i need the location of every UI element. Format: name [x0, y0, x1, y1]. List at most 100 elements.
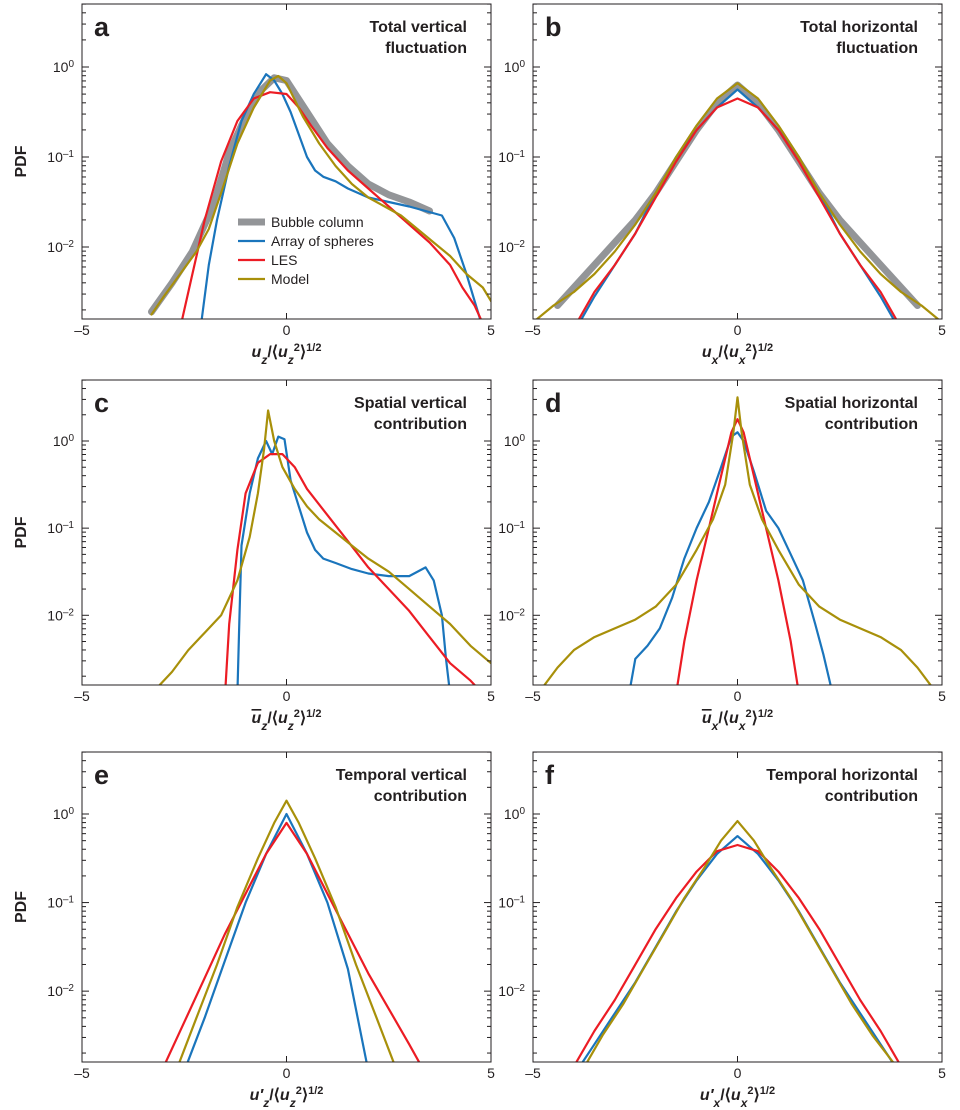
x-tick-label: 0 [734, 1065, 742, 1081]
y-tick-label: 10–2 [47, 983, 74, 1000]
label-part: u [702, 344, 712, 361]
label-part: u [278, 710, 288, 727]
label-part: x [711, 719, 720, 733]
label-part: z [260, 353, 267, 367]
label-part: 10 [47, 607, 63, 623]
label-part: u [702, 710, 712, 727]
x-tick-label: –5 [525, 1065, 541, 1081]
y-tick-label: 10–2 [498, 239, 525, 256]
label-part: z [287, 719, 294, 733]
label-part: 1/2 [306, 708, 321, 720]
y-tick-label: 10–1 [498, 149, 525, 166]
panel-title: Temporal vertical [336, 767, 467, 784]
y-axis-label: PDF [13, 891, 30, 923]
legend: Bubble column Array of spheres LES Model [238, 214, 374, 287]
label-part: 10 [53, 806, 69, 822]
label-part: 10 [498, 983, 514, 999]
series-line-array-of-spheres [200, 73, 482, 319]
y-tick-label: 10–2 [47, 239, 74, 256]
label-part: 1/2 [758, 342, 773, 354]
panel-title: contribution [825, 788, 918, 805]
label-part: 10 [47, 239, 63, 255]
label-part: –2 [514, 607, 526, 618]
label-part: z [287, 353, 294, 367]
label-part: ⟩ [300, 344, 306, 361]
series-line-les [676, 418, 799, 685]
x-tick-label: 0 [283, 322, 291, 338]
y-tick-label: 10–1 [47, 520, 74, 537]
y-tick-label: 10–1 [47, 894, 74, 911]
y-tick-label: 100 [504, 433, 526, 450]
label-part: 10 [47, 149, 63, 165]
label-part: 10 [47, 895, 63, 911]
label-part: x [740, 1096, 749, 1110]
x-tick-label: –5 [525, 688, 541, 704]
label-part: 10 [498, 239, 514, 255]
series-group [164, 799, 421, 1062]
label-part: 0 [519, 806, 525, 817]
series-line-les [575, 843, 900, 1062]
x-tick-label: 5 [487, 322, 495, 338]
y-tick-label: 100 [504, 59, 526, 76]
label-part: 1/2 [306, 342, 321, 354]
label-part: –2 [514, 983, 526, 994]
x-tick-label: –5 [74, 322, 90, 338]
label-part: 10 [53, 59, 69, 75]
panel-letter: a [94, 12, 110, 42]
label-part: 1/2 [758, 708, 773, 720]
x-axis-label: ux/⟨ux2⟩1/2 [702, 342, 773, 367]
label-part: 1/2 [308, 1085, 323, 1097]
series-line-model [158, 409, 491, 685]
label-part: z [260, 719, 267, 733]
x-axis-label: u′z/⟨uz2⟩1/2 [250, 1085, 324, 1110]
series-group [158, 409, 491, 685]
series-line-les [164, 821, 421, 1062]
label-part: 10 [498, 607, 514, 623]
label-part: 0 [68, 806, 74, 817]
label-part: 2 [747, 1085, 753, 1097]
label-part: 10 [47, 520, 63, 536]
panel-title: Temporal horizontal [766, 767, 918, 784]
x-tick-label: –5 [74, 1065, 90, 1081]
label-part: –1 [514, 149, 526, 160]
label-part: 0 [519, 433, 525, 444]
label-part: 10 [47, 983, 63, 999]
panel-title: fluctuation [385, 40, 467, 57]
label-part: 10 [504, 433, 520, 449]
y-tick-label: 10–1 [498, 894, 525, 911]
label-part: 2 [745, 708, 751, 720]
panel-letter: e [94, 760, 109, 790]
y-tick-label: 100 [504, 806, 526, 823]
series-line-array-of-spheres [186, 812, 368, 1062]
panel-letter: d [545, 388, 562, 418]
label-part: x [738, 719, 747, 733]
y-tick-label: 10–1 [498, 520, 525, 537]
series-line-array-of-spheres [236, 435, 451, 685]
x-tick-label: 5 [938, 322, 946, 338]
label-part: –2 [63, 983, 75, 994]
panel-title: fluctuation [836, 40, 918, 57]
label-part: z [289, 1096, 296, 1110]
y-axis-label: PDF [13, 516, 30, 548]
panel-letter: f [545, 760, 555, 790]
panel-letter: b [545, 12, 562, 42]
label-part: u [729, 710, 739, 727]
series-line-les [181, 91, 482, 319]
label-part: u [700, 1087, 710, 1104]
label-part: /⟨ [267, 710, 278, 727]
y-tick-label: 10–1 [47, 149, 74, 166]
label-part: u [731, 1087, 741, 1104]
label-part: 10 [498, 895, 514, 911]
series-group [535, 81, 940, 319]
x-axis-label: uz/⟨uz2⟩1/2 [252, 708, 322, 733]
label-part: –1 [63, 520, 75, 531]
label-part: 10 [504, 806, 520, 822]
series-line-les [577, 97, 898, 319]
legend-label: Bubble column [271, 214, 364, 230]
series-line-array-of-spheres [580, 88, 895, 319]
